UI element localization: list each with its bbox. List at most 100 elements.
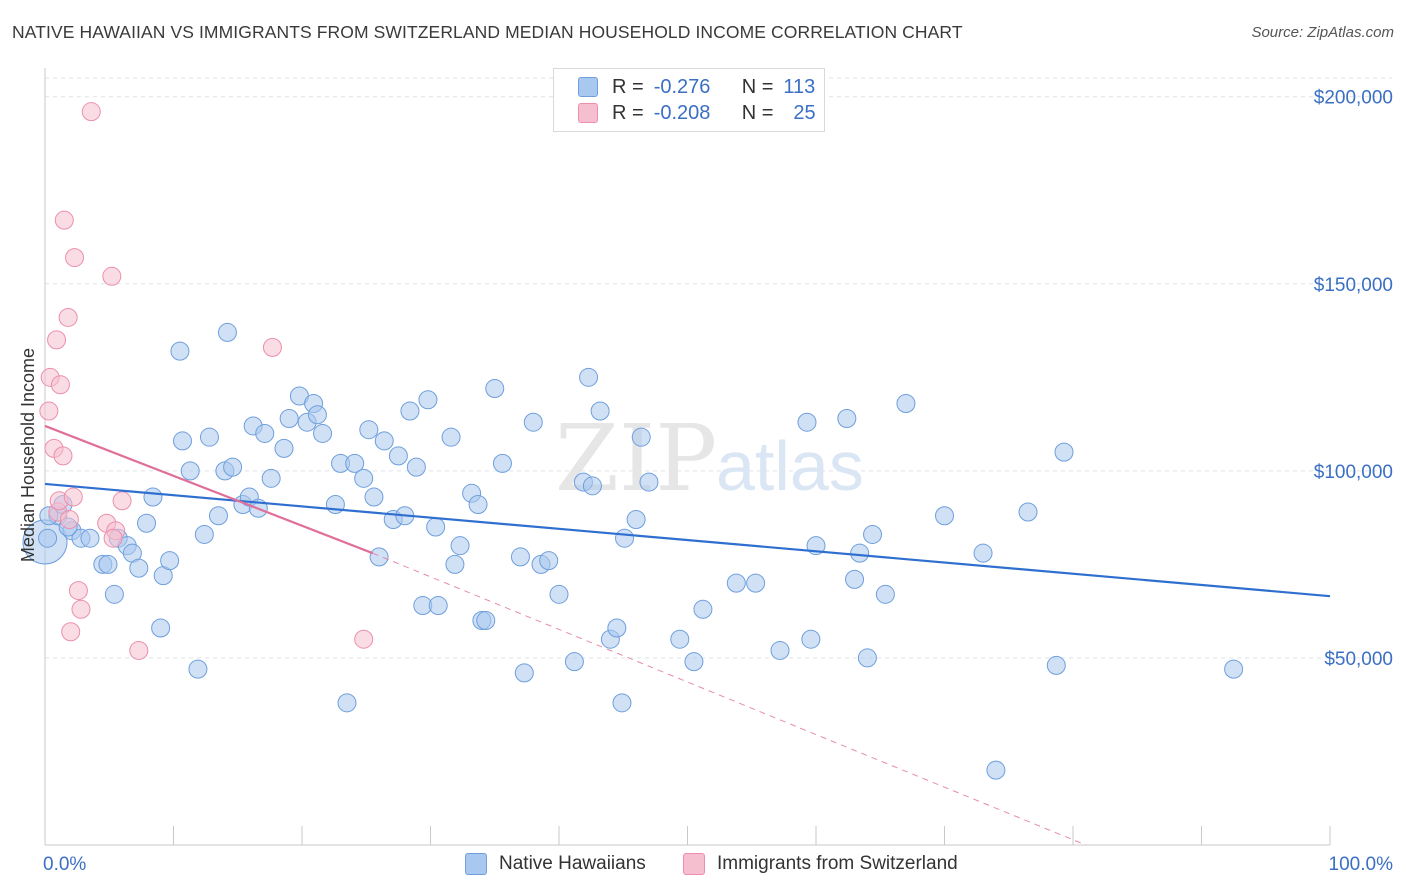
data-point xyxy=(400,401,420,421)
data-point xyxy=(374,431,394,451)
x-tick-label-max: 100.0% xyxy=(1329,854,1394,875)
data-point xyxy=(143,487,163,507)
data-point xyxy=(539,551,559,571)
data-point xyxy=(39,401,59,421)
data-point xyxy=(217,322,237,342)
data-point xyxy=(102,266,122,286)
legend-swatch-pink xyxy=(578,103,598,123)
data-point xyxy=(47,330,67,350)
r-value: -0.208 xyxy=(653,101,711,124)
watermark: ZIP atlas xyxy=(555,405,864,512)
data-point xyxy=(104,584,124,604)
data-point xyxy=(973,543,993,563)
data-point xyxy=(199,427,219,447)
data-point xyxy=(63,487,83,507)
data-point xyxy=(485,379,505,399)
data-point xyxy=(81,102,101,122)
n-value: 25 xyxy=(793,101,816,124)
data-point xyxy=(261,468,281,488)
data-point xyxy=(523,412,543,432)
data-point xyxy=(441,427,461,447)
data-point xyxy=(274,438,294,458)
data-point xyxy=(59,509,79,529)
data-point xyxy=(510,547,530,567)
data-point xyxy=(418,390,438,410)
trendline-immigrants-switzerland xyxy=(44,424,374,555)
data-point xyxy=(307,405,327,425)
y-tick-label: $150,000 xyxy=(1314,275,1393,296)
data-point xyxy=(61,622,81,642)
axis-labels: $50,000 $100,000 $150,000 $200,000 0.0% 100.0… xyxy=(18,88,1393,875)
gridlines xyxy=(45,77,1392,659)
data-point xyxy=(53,446,73,466)
watermark-zip: ZIP xyxy=(555,405,717,512)
data-point xyxy=(345,453,365,473)
data-point xyxy=(863,524,883,544)
trendlines xyxy=(44,424,1331,846)
legend-item-immigrants-switzerland: Immigrants from Switzerland xyxy=(683,852,958,876)
data-point xyxy=(631,427,651,447)
data-point xyxy=(549,584,569,604)
data-point xyxy=(564,652,584,672)
data-point xyxy=(770,640,790,660)
x-tick-label-min: 0.0% xyxy=(43,854,86,875)
data-point xyxy=(313,423,333,443)
data-point xyxy=(137,513,157,533)
data-point xyxy=(639,472,659,492)
chart-title: NATIVE HAWAIIAN VS IMMIGRANTS FROM SWITZ… xyxy=(12,22,963,42)
n-value: 113 xyxy=(783,75,816,98)
data-point xyxy=(151,618,171,638)
data-point xyxy=(388,446,408,466)
data-point xyxy=(1224,659,1244,679)
data-point xyxy=(746,573,766,593)
legend-item-native-hawaiians: Native Hawaiians xyxy=(465,852,646,876)
source-label: Source: ZipAtlas.com xyxy=(1251,24,1394,41)
stats-legend: R = -0.276 N = 113 R = -0.208 N = 25 xyxy=(553,68,825,132)
data-point xyxy=(129,558,149,578)
n-label: N = xyxy=(741,75,774,98)
data-point xyxy=(684,652,704,672)
data-point xyxy=(590,401,610,421)
data-point xyxy=(1018,502,1038,522)
data-point xyxy=(693,599,713,619)
y-tick-label: $50,000 xyxy=(1324,649,1393,670)
data-point xyxy=(337,693,357,713)
data-point xyxy=(845,569,865,589)
data-point xyxy=(80,528,100,548)
data-point xyxy=(468,495,488,515)
data-point xyxy=(223,457,243,477)
data-point xyxy=(626,509,646,529)
data-point xyxy=(428,596,448,616)
data-point xyxy=(579,367,599,387)
trendline-native-hawaiians xyxy=(44,482,1331,598)
data-point xyxy=(797,412,817,432)
data-point xyxy=(801,629,821,649)
data-point xyxy=(406,457,426,477)
data-point xyxy=(50,375,70,395)
data-point xyxy=(354,468,374,488)
data-point xyxy=(68,581,88,601)
data-point xyxy=(65,248,85,268)
data-point xyxy=(98,554,118,574)
data-point xyxy=(450,536,470,556)
data-point xyxy=(492,453,512,473)
data-point xyxy=(58,307,78,327)
axes xyxy=(44,68,1331,846)
data-point xyxy=(837,408,857,428)
data-point xyxy=(112,491,132,511)
watermark-atlas: atlas xyxy=(716,427,864,505)
data-point xyxy=(857,648,877,668)
y-tick-label: $200,000 xyxy=(1314,88,1393,109)
r-label: R = xyxy=(612,75,644,98)
data-point xyxy=(38,528,58,548)
data-point xyxy=(71,599,91,619)
data-point xyxy=(476,611,496,631)
stats-legend-row-pink: R = -0.208 N = 25 xyxy=(578,101,816,125)
series-native-hawaiians xyxy=(22,322,1244,780)
series-immigrants-switzerland xyxy=(39,102,374,660)
data-point xyxy=(670,629,690,649)
data-point xyxy=(170,341,190,361)
data-point xyxy=(54,210,74,230)
legend-label: Immigrants from Switzerland xyxy=(717,853,958,874)
